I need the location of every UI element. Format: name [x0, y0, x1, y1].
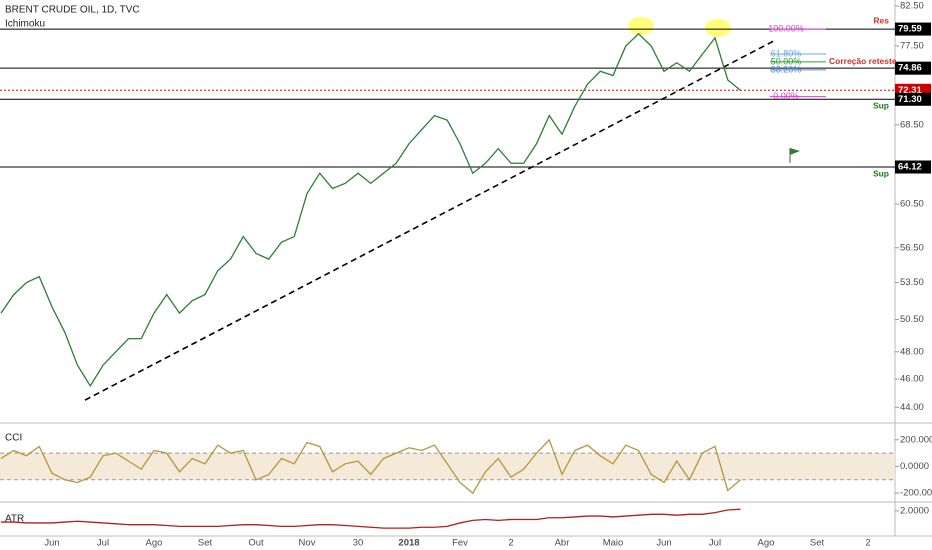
price-box-label: 74.86 [898, 63, 922, 74]
x-tick-label: Jun [656, 538, 671, 549]
level-tag: Sup [873, 168, 889, 178]
y-tick-label: 44.00 [900, 402, 924, 413]
pane-title: CCI [5, 433, 22, 444]
y-tick-label: 56.50 [900, 242, 924, 253]
price-line [1, 508, 741, 529]
level-tag: Sup [873, 101, 889, 111]
x-tick-label: 2018 [398, 538, 419, 549]
price-line [0, 32, 741, 388]
price-box [895, 22, 931, 36]
y-tick-label: 82.50 [900, 1, 924, 12]
price-box [895, 92, 931, 106]
price-line [0, 438, 741, 495]
x-tick-label: Jun [44, 538, 59, 549]
fib-annotation: Correção reteste [829, 56, 897, 66]
indicator-label: Ichimoku [5, 19, 45, 30]
x-tick-label: Out [248, 538, 264, 549]
x-tick-label: Jul [97, 538, 109, 549]
y-tick-label: 0.0000 [900, 461, 929, 472]
y-tick-label: 48.00 [900, 346, 924, 357]
x-tick-label: 2 [865, 538, 870, 549]
chart-title: BRENT CRUDE OIL, 1D, TVC [5, 5, 140, 16]
y-tick-label: 2.0000 [900, 505, 929, 516]
x-tick-label: Fev [452, 538, 468, 549]
y-tick-label: -200.0000 [900, 488, 932, 499]
price-box-label: 79.59 [898, 24, 922, 35]
cci-band [0, 453, 895, 480]
fib-label: 0.00% [773, 91, 799, 101]
fib-label: 100.00% [768, 23, 804, 33]
price-box [895, 160, 931, 174]
fib-label: 38.20% [771, 64, 802, 74]
price-box-label: 64.12 [898, 162, 922, 173]
y-tick-label: 77.50 [900, 41, 924, 52]
price-box [895, 61, 931, 75]
y-tick-label: 60.50 [900, 199, 924, 210]
price-box-label: 72.31 [898, 85, 922, 96]
pane-title: ATR [5, 514, 24, 525]
x-tick-label: Abr [555, 538, 570, 549]
x-tick-label: Ago [146, 538, 163, 549]
y-tick-label: 200.0000 [900, 434, 932, 445]
y-tick-label: 50.50 [900, 314, 924, 325]
x-tick-label: Jul [709, 538, 721, 549]
x-tick-label: Maio [603, 538, 624, 549]
y-tick-label: 68.50 [900, 119, 924, 130]
x-tick-label: Set [810, 538, 825, 549]
y-tick-label: 46.00 [900, 373, 924, 384]
fib-label: 61.80% [771, 48, 802, 58]
highlight [628, 17, 654, 35]
x-tick-label: Ago [758, 538, 775, 549]
fib-label: 50.00% [771, 56, 802, 66]
flag [790, 148, 800, 155]
x-tick-label: 2 [508, 538, 513, 549]
x-tick-label: Set [198, 538, 213, 549]
x-tick-label: Nov [299, 538, 316, 549]
y-tick-label: 53.50 [900, 277, 924, 288]
price-box-label: 71.30 [898, 94, 922, 105]
highlight [705, 19, 731, 37]
level-tag: Res [873, 15, 889, 25]
x-tick-label: 30 [353, 538, 364, 549]
